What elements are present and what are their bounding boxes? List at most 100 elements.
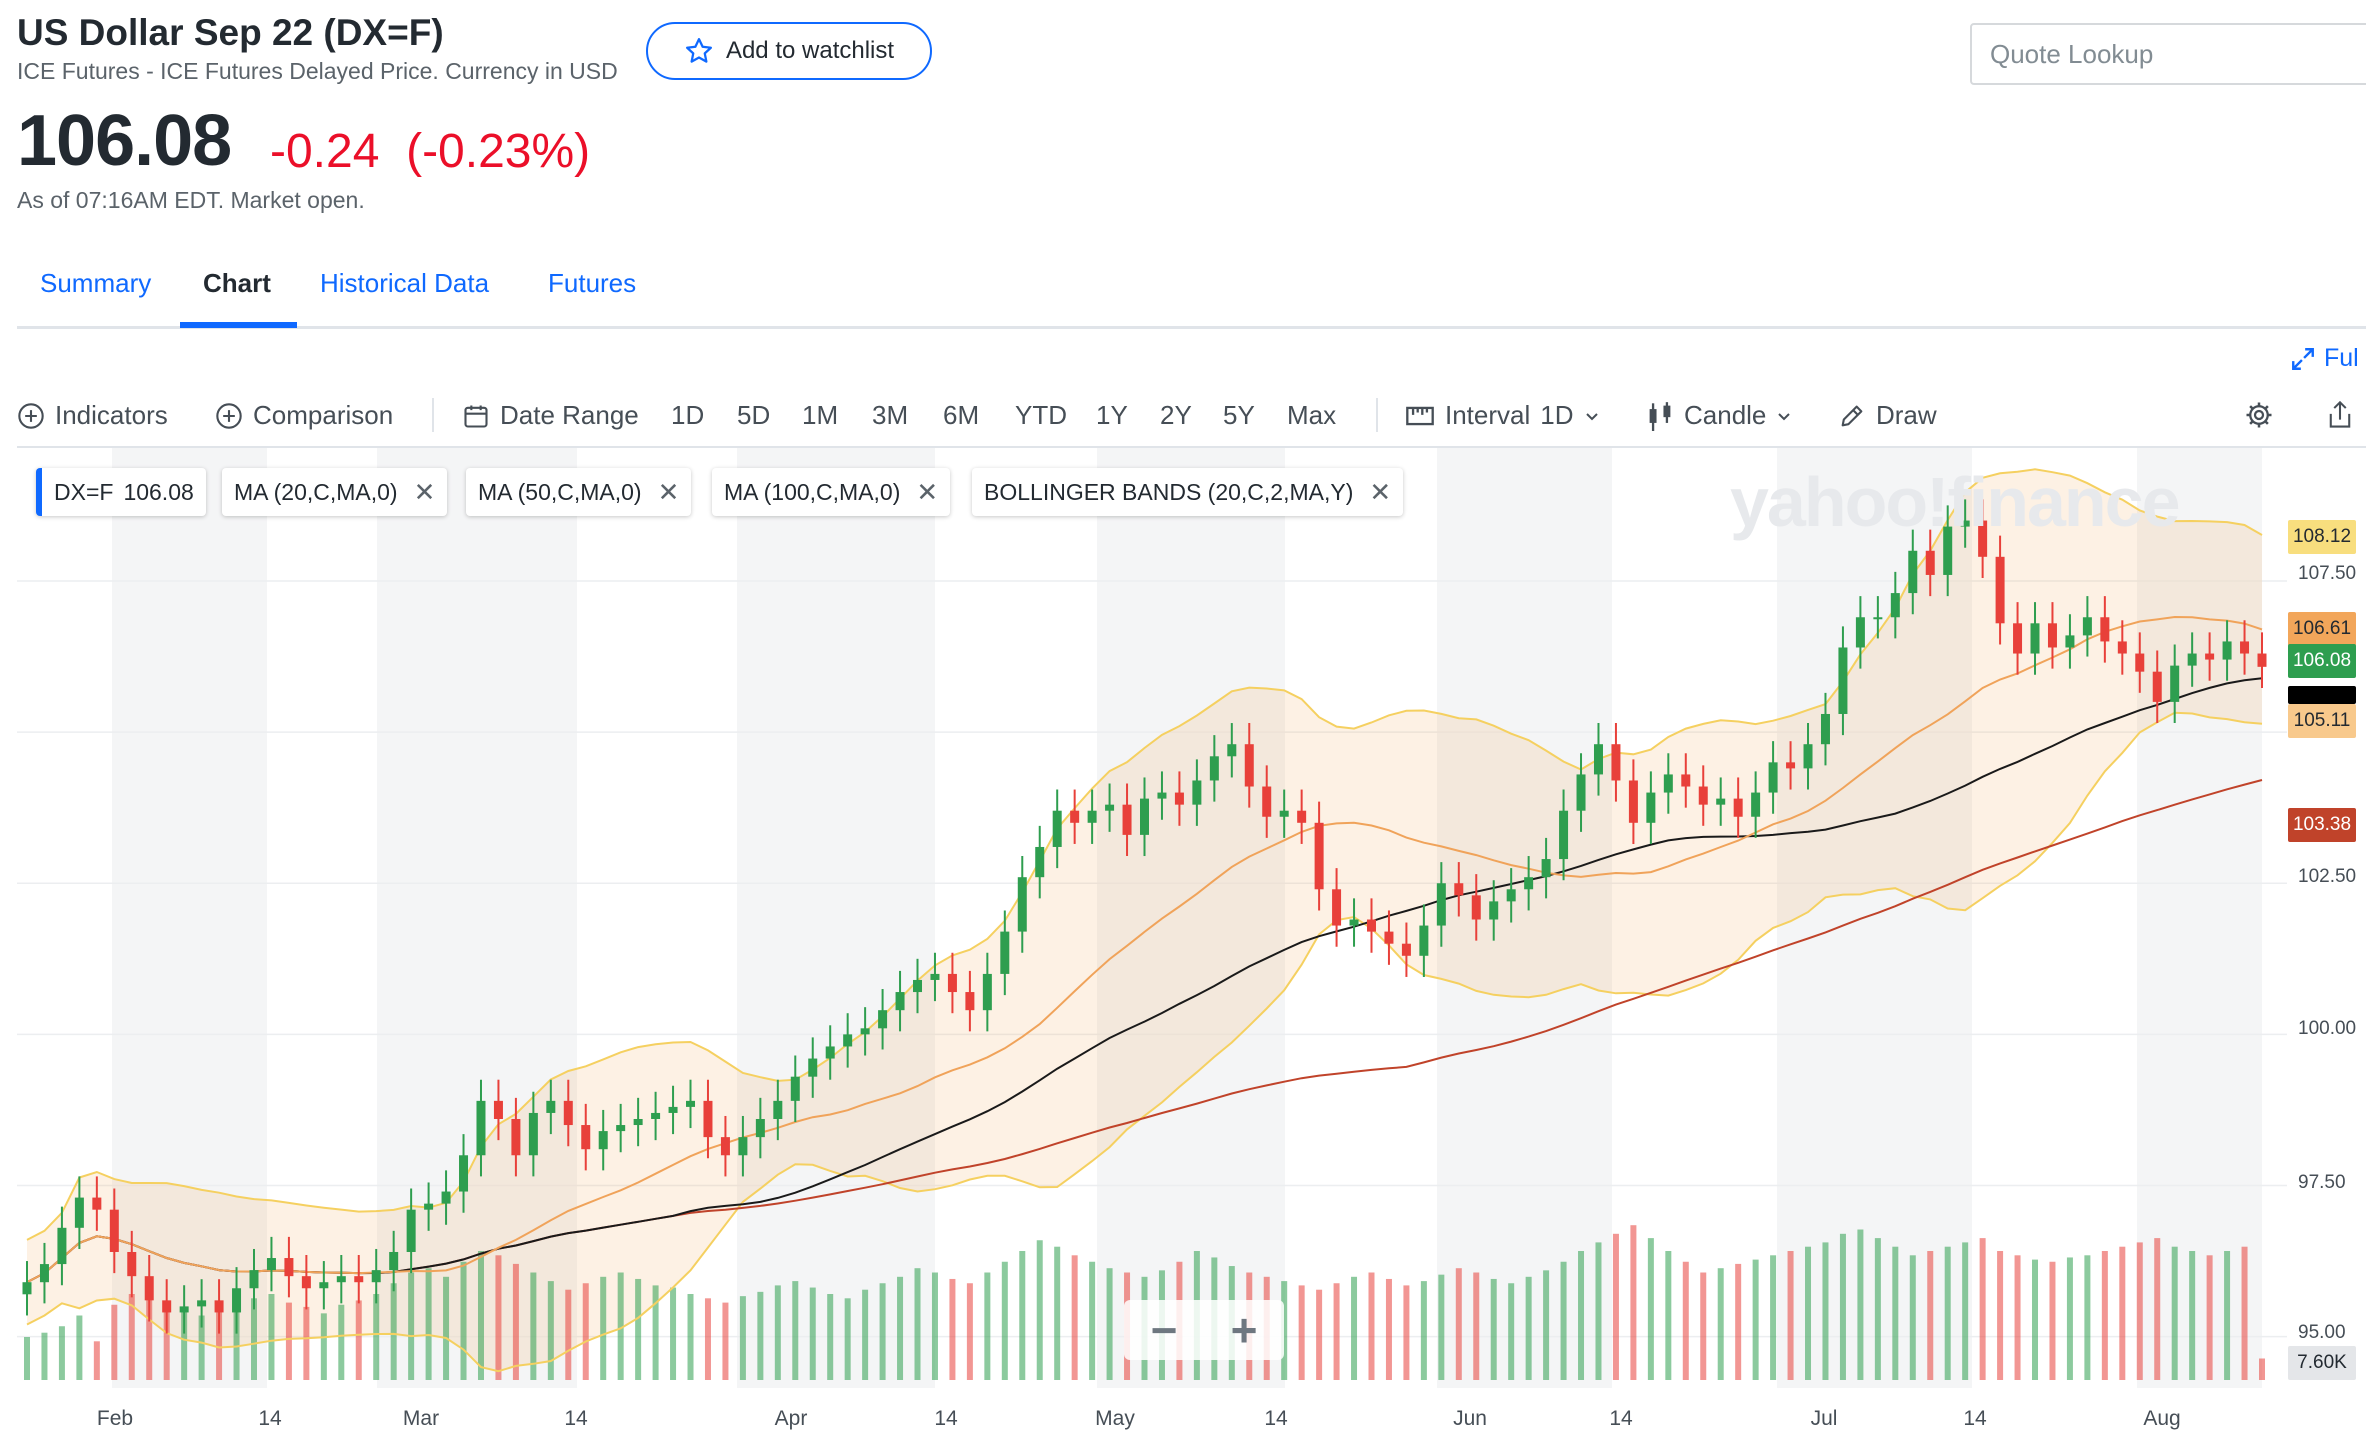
candle-body bbox=[1593, 744, 1603, 775]
candle-body bbox=[459, 1155, 469, 1192]
candle-body bbox=[2170, 665, 2180, 702]
volume-bar bbox=[1647, 1238, 1654, 1380]
x-tick-label: Aug bbox=[2143, 1407, 2181, 1430]
chart-settings-button[interactable] bbox=[2244, 400, 2274, 430]
candle-body bbox=[214, 1300, 224, 1313]
calendar-icon bbox=[464, 405, 488, 428]
volume-bar bbox=[2084, 1255, 2091, 1380]
volume-bar bbox=[373, 1294, 380, 1380]
candle-body bbox=[1227, 744, 1237, 757]
zoom-out-button[interactable]: − bbox=[1150, 1304, 1178, 1356]
volume-bar bbox=[931, 1272, 938, 1380]
volume-bar bbox=[565, 1289, 572, 1380]
remove-ma100-icon[interactable]: ✕ bbox=[916, 476, 939, 507]
range-ytd[interactable]: YTD bbox=[1015, 400, 1067, 430]
comparison-button[interactable]: Comparison bbox=[215, 400, 393, 431]
candle-body bbox=[1838, 647, 1848, 714]
volume-bar bbox=[1997, 1251, 2004, 1380]
month-shade bbox=[2137, 448, 2262, 1388]
chart-type-dropdown[interactable]: Candle bbox=[1646, 400, 1792, 431]
volume-bar bbox=[355, 1300, 362, 1380]
candle-body bbox=[232, 1288, 242, 1313]
quote-lookup-input[interactable] bbox=[1970, 23, 2366, 85]
candle-body bbox=[1733, 798, 1743, 817]
volume-bar bbox=[1735, 1263, 1742, 1380]
price-change-value: -0.24 bbox=[270, 125, 380, 178]
add-to-watchlist-button[interactable]: Add to watchlist bbox=[646, 22, 932, 80]
candle-body bbox=[1855, 617, 1865, 648]
candle-body bbox=[1401, 943, 1411, 956]
volume-bar bbox=[408, 1272, 415, 1380]
candle-body bbox=[528, 1112, 538, 1156]
range-1d[interactable]: 1D bbox=[671, 400, 705, 430]
volume-bar bbox=[460, 1261, 467, 1380]
candle-body bbox=[127, 1251, 137, 1277]
candle-body bbox=[1663, 774, 1673, 793]
range-3m[interactable]: 3M bbox=[872, 400, 909, 430]
last-price: 106.08 bbox=[17, 101, 232, 181]
candle-body bbox=[144, 1276, 154, 1301]
ruler-icon bbox=[1406, 406, 1434, 425]
range-5y[interactable]: 5Y bbox=[1223, 400, 1255, 430]
interval-dropdown[interactable]: Interval 1D bbox=[1405, 400, 1600, 431]
volume-bar bbox=[1962, 1242, 1969, 1380]
volume-bar bbox=[1543, 1270, 1550, 1380]
indicators-button[interactable]: Indicators bbox=[17, 400, 168, 431]
remove-bollinger-icon[interactable]: ✕ bbox=[1369, 476, 1392, 507]
volume-bar bbox=[2241, 1246, 2248, 1380]
candle-body bbox=[581, 1125, 591, 1150]
volume-bar bbox=[1787, 1251, 1794, 1380]
remove-ma20-icon[interactable]: ✕ bbox=[413, 476, 436, 507]
date-range-button[interactable]: Date Range bbox=[462, 400, 639, 431]
volume-bar bbox=[1665, 1251, 1672, 1380]
volume-bar bbox=[1717, 1268, 1724, 1380]
volume-bar bbox=[250, 1298, 257, 1380]
candle-body bbox=[441, 1191, 451, 1204]
zoom-in-button[interactable]: + bbox=[1230, 1304, 1258, 1356]
active-tab-indicator bbox=[180, 322, 297, 328]
candle-body bbox=[57, 1227, 67, 1265]
candle-body bbox=[1140, 798, 1149, 835]
candle-body bbox=[1332, 889, 1342, 926]
volume-bar bbox=[233, 1304, 240, 1380]
volume-bar bbox=[1071, 1255, 1078, 1380]
volume-bar bbox=[1001, 1261, 1008, 1380]
share-button[interactable] bbox=[2326, 400, 2354, 430]
candle-body bbox=[1314, 822, 1324, 890]
legend-ma50: MA (50,C,MA,0) ✕ bbox=[466, 468, 692, 516]
tab-summary[interactable]: Summary bbox=[40, 268, 152, 298]
candle-body bbox=[284, 1258, 294, 1277]
volume-bar bbox=[2014, 1255, 2021, 1380]
candle-body bbox=[1908, 550, 1918, 594]
candle-body bbox=[2240, 641, 2250, 654]
remove-ma50-icon[interactable]: ✕ bbox=[657, 476, 680, 507]
range-max[interactable]: Max bbox=[1287, 400, 1337, 430]
tab-futures[interactable]: Futures bbox=[548, 268, 637, 298]
tab-historical-data[interactable]: Historical Data bbox=[320, 268, 490, 298]
volume-bar bbox=[1281, 1281, 1288, 1380]
chevron-down-icon bbox=[1778, 412, 1791, 420]
range-5d[interactable]: 5D bbox=[737, 400, 771, 430]
candle-body bbox=[162, 1300, 172, 1313]
range-1m[interactable]: 1M bbox=[802, 400, 839, 430]
candle-body bbox=[249, 1270, 259, 1289]
candle-body bbox=[1087, 810, 1097, 823]
volume-bar bbox=[757, 1291, 764, 1380]
candle-body bbox=[686, 1100, 696, 1107]
range-6m[interactable]: 6M bbox=[943, 400, 980, 430]
candle-body bbox=[1489, 901, 1499, 920]
tab-chart[interactable]: Chart bbox=[203, 268, 271, 298]
volume-bar bbox=[984, 1272, 991, 1380]
volume-bar bbox=[1944, 1246, 1951, 1380]
candle-body bbox=[2135, 653, 2145, 672]
fullscreen-button[interactable]: Ful bbox=[2290, 344, 2359, 373]
volume-bar bbox=[146, 1298, 153, 1380]
volume-bar bbox=[320, 1313, 327, 1380]
range-2y[interactable]: 2Y bbox=[1160, 400, 1192, 430]
price-chart[interactable] bbox=[17, 448, 2287, 1388]
draw-button[interactable]: Draw bbox=[1838, 400, 1937, 431]
range-1y[interactable]: 1Y bbox=[1096, 400, 1128, 430]
volume-bar bbox=[1106, 1268, 1113, 1380]
candle-body bbox=[895, 992, 905, 1011]
volume-bar bbox=[687, 1294, 694, 1380]
